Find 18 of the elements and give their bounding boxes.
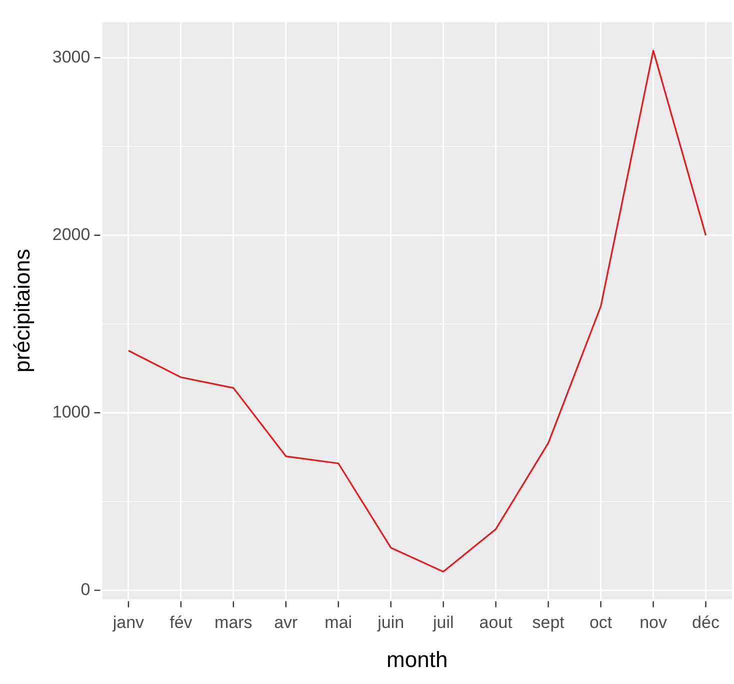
x-tick-label: nov — [640, 613, 668, 632]
x-tick-label: oct — [589, 613, 612, 632]
y-tick-label: 1000 — [52, 402, 90, 422]
x-tick-label: avr — [274, 613, 298, 632]
y-tick-label: 2000 — [52, 224, 90, 244]
x-axis-title: month — [386, 646, 448, 672]
x-tick-label: juin — [376, 613, 404, 632]
x-tick-label: mai — [324, 613, 352, 632]
y-axis-title: précipitaions — [9, 248, 34, 372]
x-tick-label: aout — [479, 613, 513, 632]
x-tick-label: déc — [692, 613, 720, 632]
x-tick-label: sept — [532, 613, 565, 632]
y-tick-label: 3000 — [52, 47, 90, 66]
y-tick-label: 0 — [80, 580, 90, 600]
x-tick-label: juil — [432, 613, 454, 632]
x-tick-label: fév — [170, 613, 193, 632]
x-tick-label: janv — [112, 613, 145, 632]
x-tick-label: mars — [214, 613, 252, 632]
